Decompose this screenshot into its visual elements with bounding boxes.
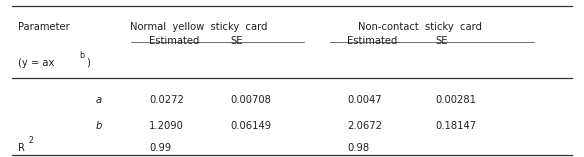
Text: a: a — [96, 95, 102, 106]
Text: 0.00708: 0.00708 — [231, 95, 272, 106]
Text: R: R — [18, 143, 25, 153]
Text: 0.0272: 0.0272 — [149, 95, 184, 106]
Text: Non-contact  sticky  card: Non-contact sticky card — [359, 22, 482, 32]
Text: SE: SE — [435, 36, 447, 46]
Text: Normal  yellow  sticky  card: Normal yellow sticky card — [130, 22, 267, 32]
Text: 0.0047: 0.0047 — [347, 95, 382, 106]
Text: Parameter: Parameter — [18, 22, 69, 32]
Text: b: b — [79, 51, 84, 60]
Text: 0.18147: 0.18147 — [435, 121, 476, 131]
Text: 0.00281: 0.00281 — [435, 95, 476, 106]
Text: 0.98: 0.98 — [347, 143, 370, 153]
Text: 0.99: 0.99 — [149, 143, 171, 153]
Text: 1.2090: 1.2090 — [149, 121, 184, 131]
Text: Estimated: Estimated — [347, 36, 398, 46]
Text: 2.0672: 2.0672 — [347, 121, 383, 131]
Text: (y = ax: (y = ax — [18, 58, 54, 68]
Text: ): ) — [86, 58, 90, 68]
Text: b: b — [96, 121, 102, 131]
Text: 0.06149: 0.06149 — [231, 121, 272, 131]
Text: 2: 2 — [28, 136, 33, 145]
Text: Estimated: Estimated — [149, 36, 199, 46]
Text: SE: SE — [231, 36, 243, 46]
